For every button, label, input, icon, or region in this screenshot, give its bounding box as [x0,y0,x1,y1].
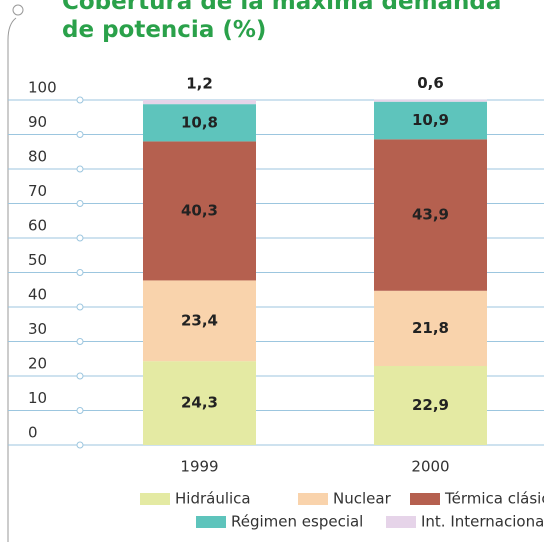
bar-segment [143,100,256,105]
bar-segment [374,101,487,140]
value-label: 1,2 [186,75,213,93]
frame [7,17,17,542]
bar-segment [143,280,256,362]
legend-swatch [386,516,416,528]
bar-segment [374,365,487,445]
y-tick-label: 40 [28,286,47,304]
y-tick-label: 50 [28,251,47,269]
grid-dot [76,96,84,104]
value-label: 40,3 [181,201,218,219]
x-tick-label: 2000 [411,458,449,476]
legend-swatch [410,493,440,505]
y-tick-label: 0 [28,424,38,442]
grid-dot [76,200,84,207]
legend-label: Régimen especial [231,513,363,531]
y-tick-label: 100 [28,79,57,97]
bar-segment [374,99,487,102]
bar-segment [143,104,256,142]
value-label: 24,3 [181,394,218,412]
bar-segment [143,141,256,281]
legend-swatch [196,516,226,528]
value-label: 10,8 [181,113,218,131]
grid-dot [76,338,84,345]
value-label: 21,8 [412,319,449,337]
legend-label: Hidráulica [175,490,251,508]
legend-swatch [140,493,170,505]
y-tick-label: 20 [28,355,47,373]
y-tick-label: 80 [28,148,47,166]
grid-dot [76,372,84,380]
value-label: 10,9 [412,111,449,129]
grid-dot [76,165,84,173]
chart-title: Cobertura de la máxima demanda de potenc… [62,0,502,43]
y-tick-label: 10 [28,389,47,407]
x-tick-label: 1999 [180,458,218,476]
frame-dot [12,4,24,16]
y-tick-label: 30 [28,320,47,338]
legend-swatch [298,493,328,505]
bar-segment [374,290,487,366]
grid-dot [76,269,84,276]
value-label: 0,6 [417,74,444,92]
grid-dot [76,441,84,449]
grid-dot [76,407,84,414]
value-label: 43,9 [412,206,449,224]
grid-dot [76,234,84,242]
y-tick-label: 60 [28,217,47,235]
y-tick-label: 90 [28,113,47,131]
grid-dot [76,303,84,311]
y-tick-label: 70 [28,182,47,200]
value-label: 22,9 [412,396,449,414]
legend-label: Térmica clásica [444,490,544,508]
bar-segment [143,361,256,445]
legend-label: Int. Internacionales [421,513,544,531]
legend-label: Nuclear [333,490,392,508]
bar-segment [374,139,487,291]
value-label: 23,4 [181,311,218,329]
grid-dot [76,131,84,138]
